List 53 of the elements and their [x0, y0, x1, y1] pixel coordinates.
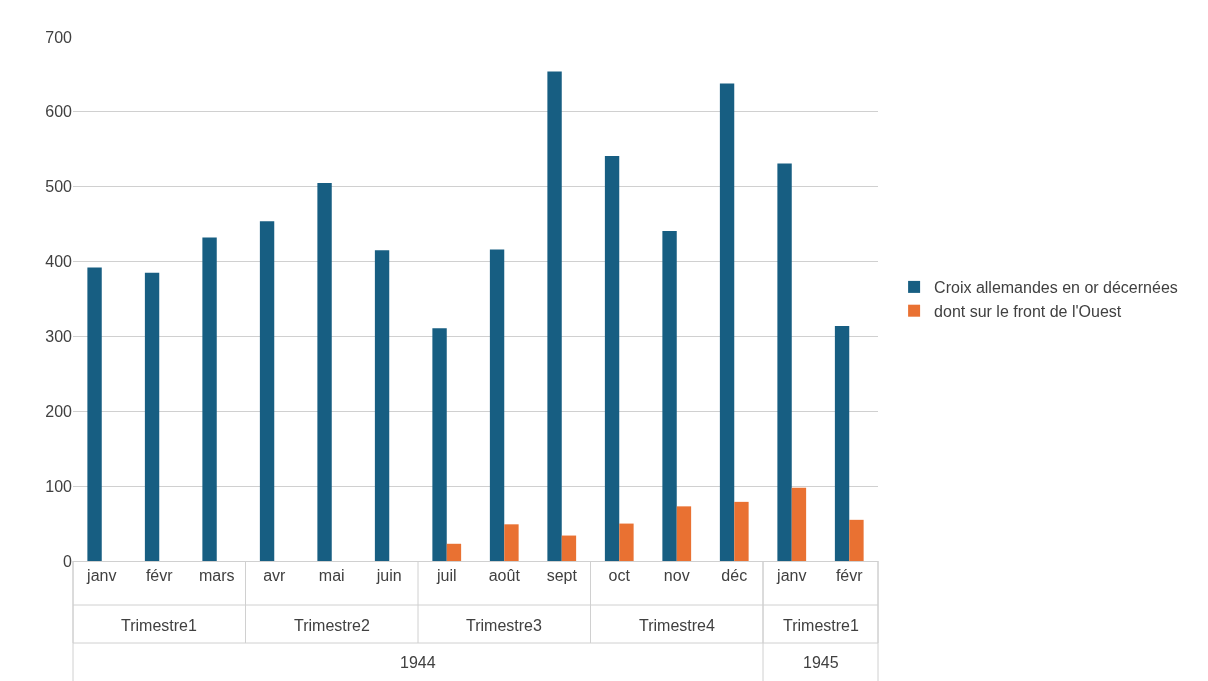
bar [202, 237, 217, 561]
bar [676, 506, 692, 561]
x-tick-label: oct [608, 567, 631, 585]
bar [719, 83, 735, 561]
y-tick-label: 0 [63, 552, 73, 570]
bar [144, 272, 160, 561]
x-tick-label: févr [145, 567, 174, 585]
bar [791, 487, 807, 561]
bar [87, 267, 102, 561]
x-tick-label: mars [198, 567, 235, 585]
x-tick-label: avr [263, 567, 287, 585]
bar [547, 71, 562, 561]
legend-label: dont sur le front de l'Ouest [934, 302, 1122, 320]
bar [604, 156, 620, 561]
x-tick-label: août [488, 567, 521, 585]
y-tick-label: 200 [45, 402, 73, 420]
text: Trimestre2 [294, 617, 370, 634]
bar [489, 249, 505, 561]
x-tick-label: janv [86, 567, 117, 585]
y-tick-label: 400 [45, 253, 73, 271]
text: Trimestre1 [783, 617, 859, 634]
x-tick-label: févr [835, 567, 864, 585]
text: Trimestre3 [466, 617, 542, 634]
bar [734, 501, 749, 561]
x-tick-label: nov [663, 567, 690, 585]
bar [446, 543, 462, 561]
x-tick-label: sept [546, 567, 578, 585]
x-tick-label: janv [776, 567, 807, 585]
y-tick-label: 500 [45, 178, 73, 196]
text: 1944 [400, 654, 436, 671]
bar [504, 524, 519, 561]
bar [662, 230, 677, 561]
text: Trimestre4 [639, 617, 715, 634]
bar [849, 519, 864, 561]
text: 1945 [803, 654, 839, 671]
bar [374, 250, 390, 561]
bar [259, 221, 275, 561]
bar [834, 325, 850, 561]
bar [561, 535, 577, 561]
bar [432, 328, 447, 561]
text: Trimestre1 [121, 617, 197, 634]
x-tick-label: juil [435, 567, 457, 585]
y-tick-label: 100 [45, 477, 73, 495]
legend-label: Croix allemandes en or décernées [934, 279, 1178, 297]
y-tick-label: 600 [45, 103, 73, 121]
y-tick-label: 700 [45, 28, 73, 46]
bar [317, 182, 332, 561]
x-tick-label: mai [318, 567, 345, 585]
x-tick-label: juin [375, 567, 402, 585]
x-tick-label: déc [721, 567, 748, 585]
bar [619, 523, 634, 561]
y-tick-label: 300 [45, 328, 73, 346]
bar [777, 163, 792, 561]
